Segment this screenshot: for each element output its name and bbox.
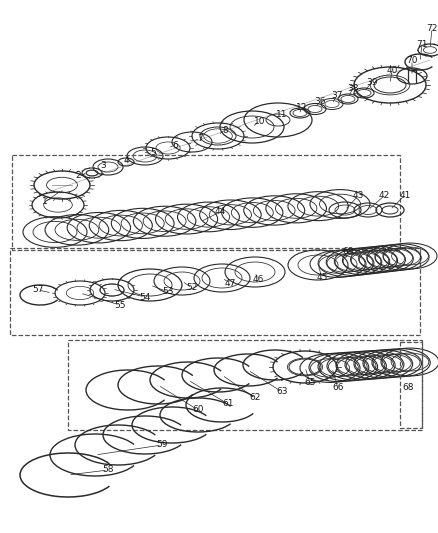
Text: 41: 41: [399, 190, 410, 199]
Text: 57: 57: [32, 286, 44, 295]
Text: 40: 40: [385, 66, 397, 75]
Text: 58: 58: [102, 465, 113, 474]
Bar: [399, 342, 421, 428]
Text: 3: 3: [100, 160, 106, 169]
Text: 62: 62: [249, 393, 260, 402]
Text: 10: 10: [254, 117, 265, 125]
Text: 12: 12: [296, 102, 307, 111]
Text: 70: 70: [405, 55, 417, 64]
Text: 45: 45: [316, 272, 327, 281]
Text: 43: 43: [352, 191, 363, 200]
Text: 46: 46: [252, 276, 263, 285]
Text: 60: 60: [192, 406, 203, 415]
Text: 71: 71: [415, 39, 427, 49]
Text: 36: 36: [314, 96, 325, 106]
Text: 5: 5: [150, 148, 155, 157]
Text: 47: 47: [224, 279, 235, 287]
Text: 44: 44: [214, 207, 225, 216]
Bar: [68, 340, 421, 430]
Text: 7: 7: [197, 133, 202, 142]
Text: 42: 42: [378, 191, 389, 200]
Text: 11: 11: [276, 109, 287, 118]
Bar: [10, 248, 419, 335]
Text: 63: 63: [276, 387, 287, 397]
Text: 61: 61: [222, 400, 233, 408]
Text: 6: 6: [172, 141, 177, 149]
Text: 37: 37: [331, 91, 342, 100]
Text: 4: 4: [123, 156, 128, 165]
Text: 2: 2: [75, 171, 81, 180]
Text: 55: 55: [114, 301, 125, 310]
Bar: [12, 155, 399, 250]
Text: 1: 1: [42, 198, 48, 206]
Text: 38: 38: [346, 84, 358, 93]
Text: 72: 72: [425, 23, 437, 33]
Text: 69: 69: [342, 247, 353, 256]
Text: 59: 59: [156, 440, 167, 449]
Text: 68: 68: [401, 384, 413, 392]
Text: 66: 66: [332, 384, 343, 392]
Text: 8: 8: [222, 125, 227, 134]
Text: 65: 65: [304, 378, 315, 387]
Text: 53: 53: [162, 287, 173, 296]
Text: 54: 54: [139, 293, 150, 302]
Text: 52: 52: [186, 284, 197, 293]
Text: 39: 39: [365, 77, 377, 86]
